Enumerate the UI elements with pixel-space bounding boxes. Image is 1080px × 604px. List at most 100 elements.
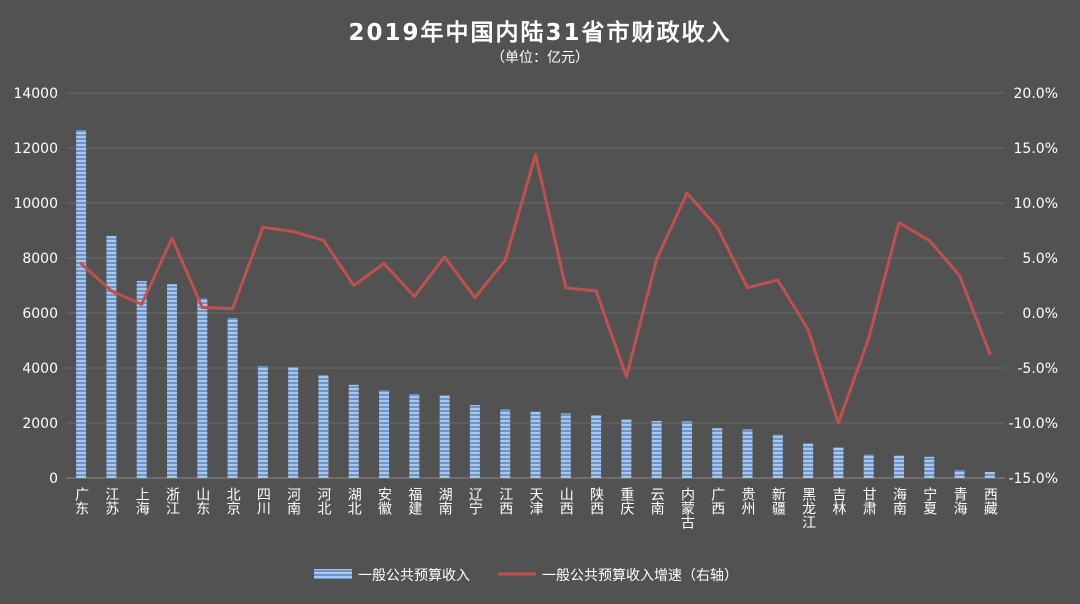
- x-tick-label: 宁夏: [921, 486, 937, 515]
- growth-line: [79, 153, 992, 425]
- bar: [136, 280, 147, 478]
- bar: [984, 471, 995, 478]
- line-point: [503, 258, 507, 262]
- bar: [439, 395, 450, 478]
- x-tick-label: 河南: [285, 487, 301, 515]
- bar: [76, 130, 87, 478]
- x-tick-label: 安徽: [376, 487, 392, 515]
- bar: [409, 394, 420, 478]
- bar: [379, 390, 390, 478]
- x-tick-label: 上海: [134, 487, 150, 515]
- bar: [197, 298, 208, 478]
- x-tick-label: 湖南: [437, 487, 453, 515]
- y2-tick-label: 10.0%: [1014, 196, 1058, 212]
- gridlines: [66, 92, 1005, 479]
- x-tick-label: 黑龙江: [800, 487, 816, 529]
- line-point: [776, 278, 780, 282]
- line-point: [655, 257, 659, 261]
- bar: [803, 443, 814, 478]
- x-tick-label: 四川: [255, 487, 271, 515]
- line-point: [534, 153, 537, 157]
- bar-series: [76, 130, 995, 478]
- bar: [954, 470, 965, 478]
- x-tick-label: 云南: [649, 487, 665, 515]
- y-tick-label: 0: [49, 471, 58, 487]
- line-point: [624, 375, 628, 379]
- bar: [469, 405, 480, 478]
- y-tick-label: 8000: [22, 251, 58, 267]
- y-tick-label: 10000: [13, 196, 58, 212]
- x-tick-label: 山东: [194, 487, 210, 515]
- line-point: [867, 336, 871, 340]
- y2-tick-label: 5.0%: [1022, 251, 1058, 267]
- bar: [651, 420, 662, 478]
- line-point: [140, 302, 144, 306]
- y2-tick-label: 15.0%: [1014, 141, 1058, 157]
- x-tick-label: 海南: [891, 487, 907, 515]
- bar: [863, 454, 874, 478]
- bar: [712, 428, 723, 478]
- x-tick-label: 福建: [406, 487, 422, 516]
- x-tick-label: 浙江: [164, 487, 180, 515]
- line-point: [988, 352, 992, 356]
- y-tick-label: 4000: [22, 361, 58, 377]
- x-tick-label: 重庆: [618, 487, 634, 515]
- bar: [772, 434, 783, 478]
- bar: [348, 384, 359, 478]
- legend-swatch-bar: [314, 569, 352, 579]
- x-tick-label: 青海: [952, 487, 968, 515]
- x-tick-label: 辽宁: [467, 487, 483, 515]
- line-point: [291, 230, 295, 234]
- x-tick-label: 江苏: [103, 487, 119, 516]
- chart-subtitle: （单位：亿元）: [491, 50, 589, 66]
- y-tick-label: 6000: [22, 306, 58, 322]
- bar: [500, 409, 511, 478]
- x-tick-label: 天津: [528, 487, 544, 515]
- line-point: [746, 286, 750, 290]
- x-tick-label: 西藏: [982, 487, 998, 515]
- y2-tick-label: 0.0%: [1022, 306, 1058, 322]
- line-point: [79, 262, 83, 265]
- x-tick-label: 山西: [558, 487, 574, 515]
- legend-label: 一般公共预算收入: [358, 568, 470, 584]
- right-axis: -15.0% -10.0% -5.0% 0.0% 5.0% 10.0% 15.0% 20.0%: [1008, 86, 1058, 487]
- bar: [167, 284, 178, 478]
- x-tick-label: 广东: [73, 487, 89, 515]
- line-point: [927, 238, 931, 242]
- line-point: [806, 328, 810, 331]
- line-point: [685, 191, 689, 195]
- chart-title: 2019年中国内陆31省市财政收入: [348, 19, 731, 46]
- y-tick-label: 2000: [22, 416, 58, 432]
- bar: [560, 413, 571, 478]
- x-tick-label: 广西: [709, 487, 725, 515]
- bar: [318, 375, 329, 478]
- x-tick-label: 江西: [497, 487, 513, 515]
- x-tick-label: 湖北: [346, 487, 362, 516]
- line-point: [836, 421, 840, 425]
- bar: [257, 366, 268, 478]
- y-tick-label: 14000: [13, 86, 58, 102]
- bar: [742, 429, 753, 478]
- x-tick-label: 新疆: [770, 487, 786, 515]
- left-axis: 0 2000 4000 6000 8000 10000 12000 14000: [13, 86, 58, 487]
- line-point: [231, 307, 235, 311]
- bar: [591, 415, 602, 478]
- line-point: [382, 262, 386, 265]
- x-tick-label: 陕西: [588, 487, 604, 515]
- line-point: [170, 236, 174, 240]
- line-point: [443, 255, 447, 259]
- bar: [924, 456, 935, 478]
- x-tick-label: 甘肃: [861, 487, 877, 515]
- y2-tick-label: -15.0%: [1008, 471, 1058, 487]
- line-point: [352, 284, 356, 287]
- line-point: [958, 274, 962, 278]
- line-point: [109, 289, 113, 293]
- bar: [681, 421, 692, 478]
- line-point: [200, 306, 204, 309]
- x-tick-label: 北京: [225, 487, 241, 515]
- x-tick-label: 河北: [315, 487, 331, 516]
- y2-tick-label: 20.0%: [1014, 86, 1058, 102]
- x-tick-label: 内蒙古: [679, 487, 695, 529]
